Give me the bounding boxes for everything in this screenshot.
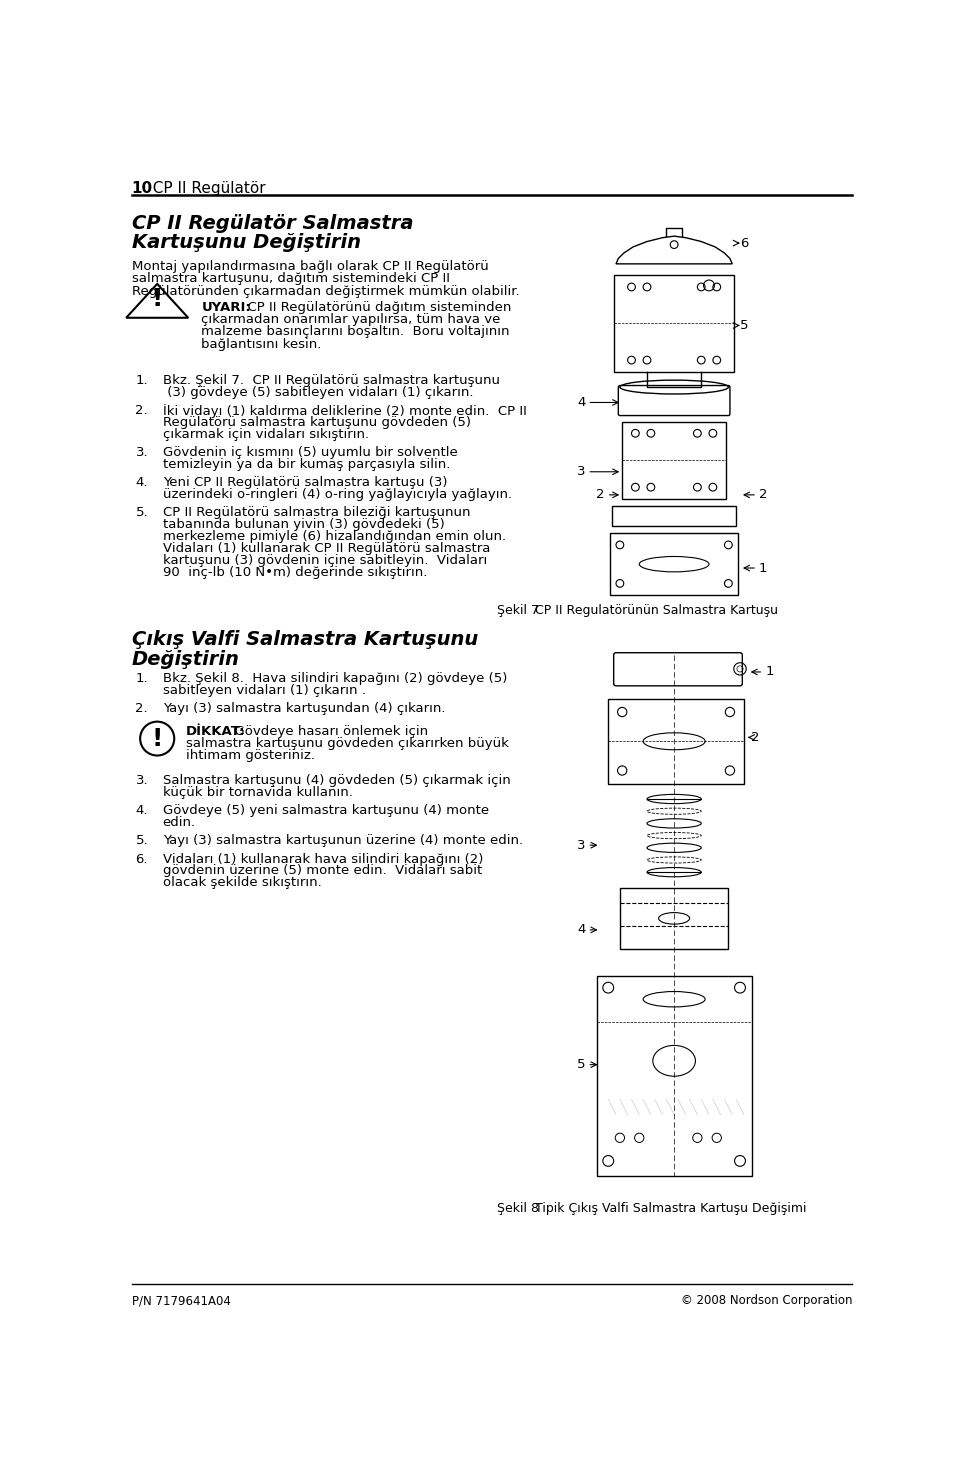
Text: 6: 6 (740, 237, 748, 250)
Text: !: ! (152, 726, 163, 751)
Text: 1: 1 (765, 665, 774, 678)
Text: 2: 2 (596, 488, 605, 501)
Text: üzerindeki o-ringleri (4) o-ring yağlayıcıyla yağlayın.: üzerindeki o-ringleri (4) o-ring yağlayı… (162, 488, 512, 501)
Text: Gövdeye hasarı önlemek için: Gövdeye hasarı önlemek için (227, 725, 428, 738)
Text: 3.: 3. (135, 774, 148, 787)
Text: Montaj yapılandırmasına bağlı olarak CP II Regülatörü: Montaj yapılandırmasına bağlı olarak CP … (132, 260, 489, 273)
Text: Bkz. Şekil 7.  CP II Regülatörü salmastra kartuşunu: Bkz. Şekil 7. CP II Regülatörü salmastra… (162, 374, 499, 387)
Text: Yayı (3) salmastra kartuşundan (4) çıkarın.: Yayı (3) salmastra kartuşundan (4) çıkar… (162, 701, 445, 714)
Text: P/N 7179641A04: P/N 7179641A04 (132, 1294, 230, 1308)
Text: CP II Regülatör Salmastra: CP II Regülatör Salmastra (132, 213, 413, 232)
Text: !: ! (152, 288, 163, 311)
Text: malzeme basınçlarını boşaltın.  Boru voltajının: malzeme basınçlarını boşaltın. Boru volt… (202, 326, 510, 339)
Text: Şekil 7: Şekil 7 (497, 605, 540, 617)
Text: Regülatöründen çıkarmadan değiştirmek mümkün olabilir.: Regülatöründen çıkarmadan değiştirmek mü… (132, 285, 519, 298)
Text: 2.: 2. (135, 701, 148, 714)
Text: tabanında bulunan yivin (3) gövdedeki (5): tabanında bulunan yivin (3) gövdedeki (5… (162, 519, 444, 530)
Text: 3.: 3. (135, 446, 148, 459)
Text: 5: 5 (739, 318, 748, 332)
Text: ihtimam gösteriniz.: ihtimam gösteriniz. (186, 748, 315, 761)
Text: İki vidayı (1) kaldırma deliklerine (2) monte edin.  CP II: İki vidayı (1) kaldırma deliklerine (2) … (162, 405, 526, 418)
Text: salmastra kartuşunu, dağıtım sistemindeki CP II: salmastra kartuşunu, dağıtım sistemindek… (132, 272, 449, 285)
Text: 3: 3 (577, 465, 586, 478)
Text: küçük bir tornavida kullanın.: küçük bir tornavida kullanın. (162, 786, 352, 799)
Text: Salmastra kartuşunu (4) gövdeden (5) çıkarmak için: Salmastra kartuşunu (4) gövdeden (5) çık… (162, 774, 511, 787)
Text: edin.: edin. (162, 817, 196, 830)
Text: 1.: 1. (135, 374, 148, 387)
Text: Vidaları (1) kullanarak CP II Regülatörü salmastra: Vidaları (1) kullanarak CP II Regülatörü… (162, 542, 490, 555)
Text: salmastra kartuşunu gövdeden çıkarırken büyük: salmastra kartuşunu gövdeden çıkarırken … (186, 736, 509, 749)
Text: Değiştirin: Değiştirin (132, 650, 239, 669)
Text: 4: 4 (577, 396, 586, 409)
Text: Vidaları (1) kullanarak hava silindiri kapağını (2): Vidaları (1) kullanarak hava silindiri k… (162, 853, 483, 865)
Text: CP II Regülatörünü dağıtım sisteminden: CP II Regülatörünü dağıtım sisteminden (239, 301, 511, 314)
Text: 1.: 1. (135, 672, 148, 685)
Text: bağlantısını kesin.: bağlantısını kesin. (202, 337, 322, 351)
Text: 6.: 6. (135, 853, 148, 865)
Text: 5.: 5. (135, 834, 148, 847)
Text: 90  inç-lb (10 N•m) değerinde sıkıştırın.: 90 inç-lb (10 N•m) değerinde sıkıştırın. (162, 565, 427, 579)
Text: 2: 2 (752, 730, 759, 744)
Text: 2: 2 (759, 488, 767, 501)
Text: kartuşunu (3) gövdenin içine sabitleyin.  Vidaları: kartuşunu (3) gövdenin içine sabitleyin.… (162, 554, 487, 567)
Text: 4.: 4. (135, 476, 148, 489)
Text: Şekil 8: Şekil 8 (497, 1202, 540, 1214)
Text: çıkarmadan onarımlar yapılırsa, tüm hava ve: çıkarmadan onarımlar yapılırsa, tüm hava… (202, 313, 501, 326)
Text: CP II Regülatörü salmastra bileziği kartuşunun: CP II Regülatörü salmastra bileziği kart… (162, 506, 470, 519)
Text: 5: 5 (577, 1058, 586, 1071)
Text: Gövdenin iç kısmını (5) uyumlu bir solventle: Gövdenin iç kısmını (5) uyumlu bir solve… (162, 446, 457, 459)
Text: (3) gövdeye (5) sabitleyen vidaları (1) çıkarın.: (3) gövdeye (5) sabitleyen vidaları (1) … (162, 386, 473, 399)
Text: 3: 3 (577, 839, 586, 852)
Text: Regülatörü salmastra kartuşunu gövdeden (5): Regülatörü salmastra kartuşunu gövdeden … (162, 416, 470, 430)
Text: UYARI:: UYARI: (202, 301, 252, 314)
Text: 2.: 2. (135, 405, 148, 416)
Text: çıkarmak için vidaları sıkıştırın.: çıkarmak için vidaları sıkıştırın. (162, 428, 369, 441)
Text: 4: 4 (577, 923, 586, 937)
Text: DİKKAT:: DİKKAT: (186, 725, 246, 738)
Text: gövdenin üzerine (5) monte edin.  Vidaları sabit: gövdenin üzerine (5) monte edin. Vidalar… (162, 865, 482, 878)
Text: 5.: 5. (135, 506, 148, 519)
Text: Gövdeye (5) yeni salmastra kartuşunu (4) monte: Gövdeye (5) yeni salmastra kartuşunu (4)… (162, 805, 489, 817)
Text: temizleyin ya da bir kumaş parçasıyla silin.: temizleyin ya da bir kumaş parçasıyla si… (162, 457, 450, 470)
Text: sabitleyen vidaları (1) çıkarın .: sabitleyen vidaları (1) çıkarın . (162, 684, 366, 697)
Text: 1: 1 (759, 561, 767, 574)
Text: 10: 10 (132, 181, 153, 196)
Text: Bkz. Şekil 8.  Hava silindiri kapağını (2) gövdeye (5): Bkz. Şekil 8. Hava silindiri kapağını (2… (162, 672, 507, 685)
Text: CP II Regülatör: CP II Regülatör (143, 181, 266, 196)
Text: Yayı (3) salmastra kartuşunun üzerine (4) monte edin.: Yayı (3) salmastra kartuşunun üzerine (4… (162, 834, 523, 847)
Text: Çıkış Valfi Salmastra Kartuşunu: Çıkış Valfi Salmastra Kartuşunu (132, 630, 478, 649)
Text: CP II Regulatörünün Salmastra Kartuşu: CP II Regulatörünün Salmastra Kartuşu (535, 605, 778, 617)
Text: 4.: 4. (135, 805, 148, 817)
Text: Tipik Çıkış Valfi Salmastra Kartuşu Değişimi: Tipik Çıkış Valfi Salmastra Kartuşu Deği… (535, 1202, 806, 1214)
Text: merkezleme pimiyle (6) hizalandığından emin olun.: merkezleme pimiyle (6) hizalandığından e… (162, 530, 506, 543)
Text: © 2008 Nordson Corporation: © 2008 Nordson Corporation (681, 1294, 852, 1308)
Text: Yeni CP II Regülatörü salmastra kartuşu (3): Yeni CP II Regülatörü salmastra kartuşu … (162, 476, 447, 489)
Text: Kartuşunu Değiştirin: Kartuşunu Değiştirin (132, 234, 361, 253)
Text: olacak şekilde sıkıştırın.: olacak şekilde sıkıştırın. (162, 877, 322, 890)
